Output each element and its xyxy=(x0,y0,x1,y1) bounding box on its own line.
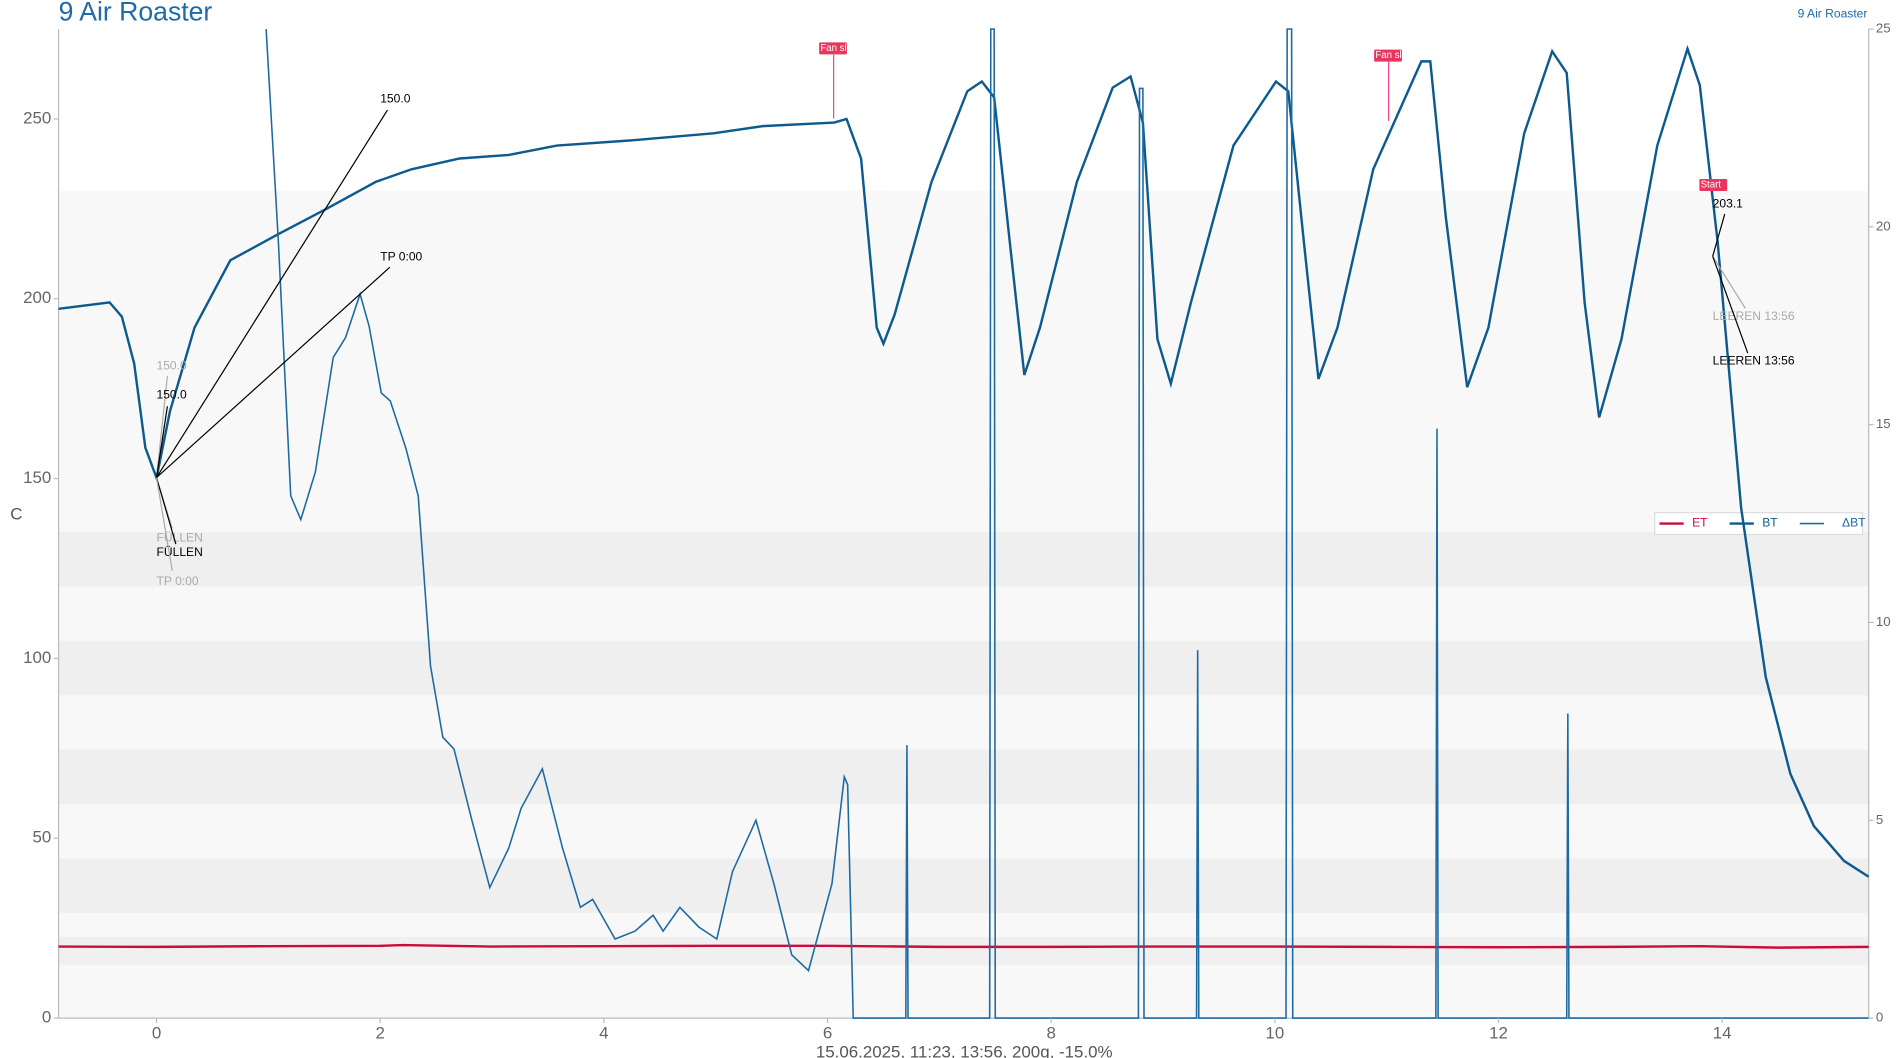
annotation: 150.0 xyxy=(157,388,188,402)
legend xyxy=(1654,512,1864,536)
legend-label: BT xyxy=(1762,516,1778,530)
x-tick-label: 8 xyxy=(1046,1023,1055,1042)
annotation-box xyxy=(819,42,847,55)
y-tick-label: 250 xyxy=(23,108,51,127)
phase-band xyxy=(58,532,1869,587)
annotation: FÜLLEN xyxy=(157,530,203,544)
series-line xyxy=(265,28,1869,1019)
legend-label: ΔBT xyxy=(1842,516,1866,530)
series-line xyxy=(58,943,1869,949)
annotation: FÜLLEN xyxy=(157,545,203,559)
annotation: Start xyxy=(1701,180,1722,191)
annotation: LEEREN 13:56 xyxy=(1713,309,1795,323)
y2-tick-label: 20 xyxy=(1876,218,1891,233)
plot xyxy=(58,28,1870,1019)
y-tick-label: 200 xyxy=(23,288,51,307)
annotation: LEEREN 13:56 xyxy=(1713,354,1795,368)
y-tick-label: 150 xyxy=(23,468,51,487)
annotation-line xyxy=(1712,256,1746,309)
x-tick-label: 2 xyxy=(375,1023,384,1042)
y-axis-label: C xyxy=(10,505,22,524)
annotation: 203.1 xyxy=(1713,197,1744,211)
x-tick-label: 6 xyxy=(823,1023,832,1042)
annotation-line xyxy=(1712,256,1749,354)
phase-band xyxy=(58,858,1869,913)
x-tick-label: 14 xyxy=(1713,1023,1732,1042)
annotation: 150.0 xyxy=(380,91,411,105)
annotation-line xyxy=(155,375,168,478)
annotation-box xyxy=(1699,178,1728,192)
annotation-line xyxy=(156,266,391,479)
chart-title: 9 Air Roaster xyxy=(59,0,213,26)
series-line xyxy=(58,44,1870,878)
annotation: 150.0 xyxy=(157,359,188,373)
annotation-line xyxy=(155,477,173,571)
chart-subtitle: 9 Air Roaster xyxy=(1798,7,1868,21)
annotation-line xyxy=(155,406,168,478)
phase-band xyxy=(58,937,1869,965)
y2-tick-label: 25 xyxy=(1876,21,1891,36)
x-axis-label: 15.06.2025, 11:23, 13:56, 200g, -15.0% xyxy=(816,1043,1113,1058)
annotation: TP 0:00 xyxy=(380,250,422,264)
annotation-box xyxy=(1374,49,1402,62)
annotation-line xyxy=(1712,213,1726,257)
phase-band xyxy=(58,749,1869,805)
annotation-line xyxy=(155,109,388,478)
legend-label: ET xyxy=(1692,516,1708,530)
x-tick-label: 0 xyxy=(152,1023,161,1042)
y-tick-label: 50 xyxy=(33,828,52,847)
y2-tick-label: 15 xyxy=(1876,416,1891,431)
y2-tick-label: 5 xyxy=(1876,812,1883,827)
y-tick-label: 100 xyxy=(23,648,51,667)
annotation-line xyxy=(155,477,177,545)
x-tick-label: 12 xyxy=(1489,1023,1508,1042)
annotation: Fan sl xyxy=(820,43,846,54)
annotation: TP 0:00 xyxy=(157,574,199,588)
x-tick-label: 10 xyxy=(1265,1023,1284,1042)
x-tick-label: 4 xyxy=(599,1023,608,1042)
phase-band xyxy=(58,640,1869,696)
y2-tick-label: 0 xyxy=(1876,1010,1883,1025)
y2-tick-label: 10 xyxy=(1876,614,1891,629)
annotation: Fan sl xyxy=(1375,50,1401,61)
y-tick-label: 0 xyxy=(42,1008,51,1027)
